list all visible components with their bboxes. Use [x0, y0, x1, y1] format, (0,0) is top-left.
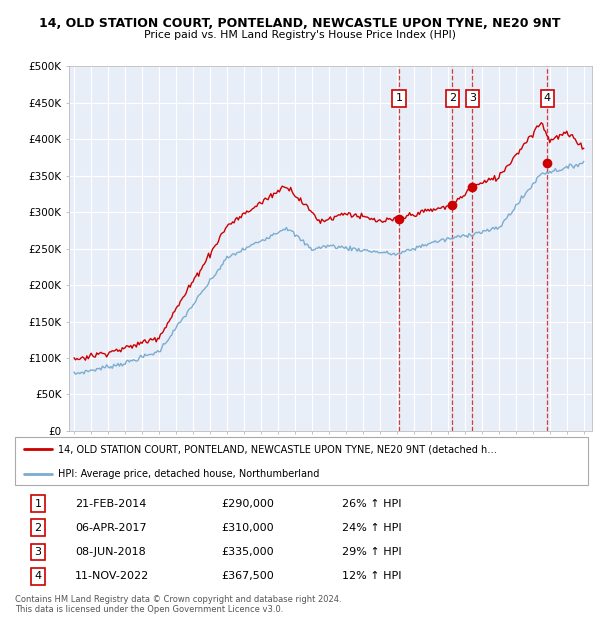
Text: 12% ↑ HPI: 12% ↑ HPI	[341, 571, 401, 582]
Text: 4: 4	[544, 94, 551, 104]
Text: 14, OLD STATION COURT, PONTELAND, NEWCASTLE UPON TYNE, NE20 9NT: 14, OLD STATION COURT, PONTELAND, NEWCAS…	[39, 17, 561, 30]
Text: 1: 1	[34, 498, 41, 508]
Text: 29% ↑ HPI: 29% ↑ HPI	[341, 547, 401, 557]
Text: 2: 2	[34, 523, 41, 533]
Text: This data is licensed under the Open Government Licence v3.0.: This data is licensed under the Open Gov…	[15, 605, 283, 614]
Text: HPI: Average price, detached house, Northumberland: HPI: Average price, detached house, Nort…	[58, 469, 319, 479]
Text: Contains HM Land Registry data © Crown copyright and database right 2024.: Contains HM Land Registry data © Crown c…	[15, 595, 341, 604]
Text: 4: 4	[34, 571, 41, 582]
Text: 11-NOV-2022: 11-NOV-2022	[75, 571, 149, 582]
Text: Price paid vs. HM Land Registry's House Price Index (HPI): Price paid vs. HM Land Registry's House …	[144, 30, 456, 40]
Text: £335,000: £335,000	[221, 547, 274, 557]
Text: £310,000: £310,000	[221, 523, 274, 533]
Text: 08-JUN-2018: 08-JUN-2018	[75, 547, 146, 557]
Text: 21-FEB-2014: 21-FEB-2014	[75, 498, 146, 508]
Text: £290,000: £290,000	[221, 498, 274, 508]
Text: 26% ↑ HPI: 26% ↑ HPI	[341, 498, 401, 508]
Text: 3: 3	[469, 94, 476, 104]
Text: 1: 1	[395, 94, 403, 104]
Text: 2: 2	[449, 94, 456, 104]
FancyBboxPatch shape	[15, 437, 588, 485]
Text: £367,500: £367,500	[221, 571, 274, 582]
Text: 3: 3	[34, 547, 41, 557]
Text: 24% ↑ HPI: 24% ↑ HPI	[341, 523, 401, 533]
Text: 06-APR-2017: 06-APR-2017	[75, 523, 147, 533]
Text: 14, OLD STATION COURT, PONTELAND, NEWCASTLE UPON TYNE, NE20 9NT (detached h…: 14, OLD STATION COURT, PONTELAND, NEWCAS…	[58, 444, 497, 454]
